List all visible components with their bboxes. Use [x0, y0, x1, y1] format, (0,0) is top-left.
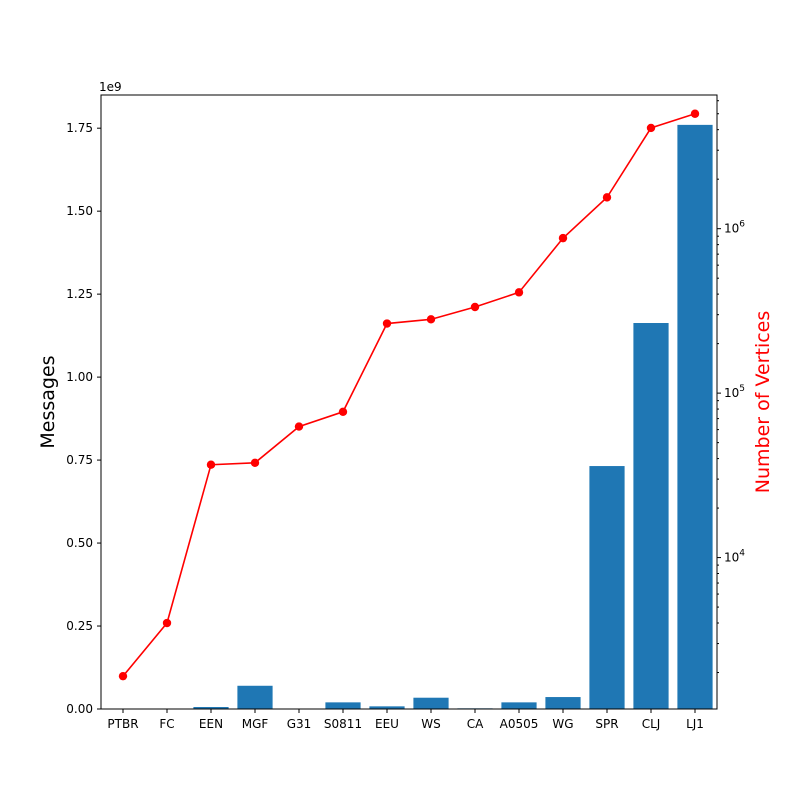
x-axis-ticks: PTBR FC EEN MGF G31 S0811 EEU WS CA A0505 WG SPR CLJ…	[107, 709, 704, 731]
left-tick-label: 0.25	[66, 619, 93, 633]
right-tick-label: 104	[724, 549, 745, 565]
x-tick-label-g31: G31	[287, 717, 312, 731]
x-tick-label-een: EEN	[199, 717, 223, 731]
x-tick-label-ws: WS	[421, 717, 440, 731]
left-tick-label: 1.25	[66, 287, 93, 301]
bar-spr	[589, 466, 625, 709]
x-tick-label-fc: FC	[159, 717, 174, 731]
bar-clj	[633, 323, 669, 709]
vertices-point-ca	[470, 302, 480, 312]
left-axis-label: Messages	[37, 355, 59, 448]
bar-eeu	[369, 706, 405, 709]
left-tick-label: 1.00	[66, 370, 93, 384]
right-axis-ticks: 104 105 106	[717, 100, 745, 674]
right-tick-label: 106	[724, 220, 745, 236]
x-tick-label-ptbr: PTBR	[107, 717, 138, 731]
vertices-line	[122, 112, 696, 677]
bar-a0505	[501, 702, 537, 709]
vertices-point-eeu	[382, 319, 392, 328]
bar-lj1	[677, 124, 713, 710]
right-axis-label: Number of Vertices	[752, 311, 774, 494]
vertices-point-spr	[602, 193, 612, 202]
vertices-line-series	[118, 109, 700, 681]
x-tick-label-clj: CLJ	[642, 717, 661, 731]
vertices-point-een	[206, 460, 216, 469]
vertices-point-ptbr	[118, 671, 128, 681]
x-tick-label-lj1: LJ1	[686, 717, 704, 731]
x-tick-label-ca: CA	[467, 717, 484, 731]
bar-een	[193, 707, 229, 709]
left-axis-offset-text: 1e9	[99, 80, 122, 94]
right-tick-label: 105	[724, 384, 745, 400]
vertices-point-clj	[646, 123, 656, 133]
vertices-point-fc	[162, 618, 172, 628]
left-tick-label: 1.50	[66, 204, 93, 218]
vertices-point-a0505	[514, 288, 524, 297]
bar-ws	[413, 697, 449, 709]
left-axis-ticks: 0.00 0.25 0.50 0.75 1.00 1.25 1.50 1.75	[66, 121, 101, 716]
bar-wg	[545, 697, 581, 709]
vertices-point-wg	[558, 233, 568, 243]
vertices-point-g31	[294, 422, 304, 431]
bar-mgf	[237, 685, 273, 709]
plot-frame	[100, 94, 718, 710]
vertices-point-ws	[426, 315, 436, 324]
left-tick-label: 0.75	[66, 453, 93, 467]
x-tick-label-a0505: A0505	[500, 717, 539, 731]
x-tick-label-wg: WG	[552, 717, 573, 731]
left-tick-label: 0.50	[66, 536, 93, 550]
left-tick-label: 0.00	[66, 702, 93, 716]
x-tick-label-eeu: EEU	[375, 717, 399, 731]
vertices-point-mgf	[250, 458, 260, 467]
vertices-point-lj1	[690, 109, 700, 118]
vertices-point-s0811	[338, 407, 348, 416]
x-tick-label-s0811: S0811	[324, 717, 362, 731]
x-tick-label-mgf: MGF	[242, 717, 269, 731]
bar-s0811	[325, 702, 361, 709]
bar-series	[105, 124, 713, 710]
left-tick-label: 1.75	[66, 121, 93, 135]
x-tick-label-spr: SPR	[595, 717, 618, 731]
